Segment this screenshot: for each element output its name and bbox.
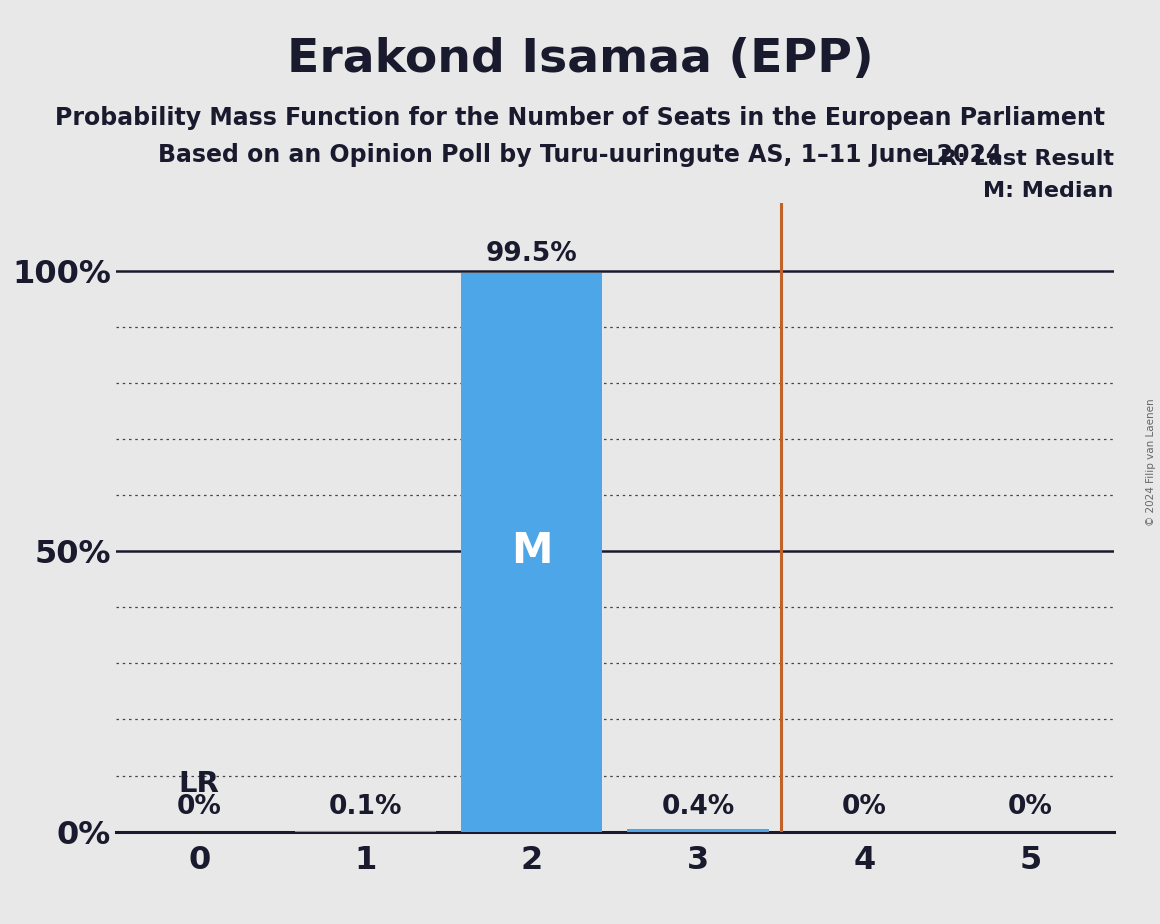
Text: 0.4%: 0.4%: [661, 795, 734, 821]
Text: LR: LR: [179, 770, 219, 798]
Bar: [628, 830, 769, 832]
Text: 0%: 0%: [176, 795, 222, 821]
Text: 0%: 0%: [1008, 795, 1053, 821]
Text: 0.1%: 0.1%: [328, 795, 403, 821]
Text: M: Median: M: Median: [984, 181, 1114, 201]
Text: © 2024 Filip van Laenen: © 2024 Filip van Laenen: [1146, 398, 1155, 526]
Text: Probability Mass Function for the Number of Seats in the European Parliament: Probability Mass Function for the Number…: [55, 106, 1105, 130]
Text: Erakond Isamaa (EPP): Erakond Isamaa (EPP): [287, 37, 873, 82]
Bar: [461, 274, 602, 832]
Text: 0%: 0%: [842, 795, 886, 821]
Text: Based on an Opinion Poll by Turu-uuringute AS, 1–11 June 2024: Based on an Opinion Poll by Turu-uuringu…: [158, 143, 1002, 167]
Text: 99.5%: 99.5%: [486, 240, 578, 267]
Text: LR: Last Result: LR: Last Result: [926, 150, 1114, 169]
Text: M: M: [510, 530, 552, 572]
